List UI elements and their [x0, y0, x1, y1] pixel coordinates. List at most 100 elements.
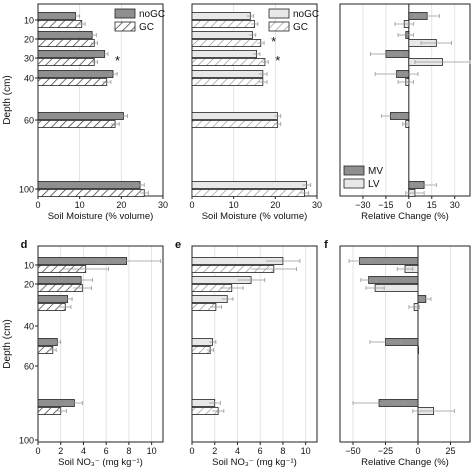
y-tick-label: 100: [19, 436, 34, 446]
y-tick-label: 60: [24, 362, 34, 372]
bar-LV: [417, 346, 419, 354]
panel-b: 0 10 20 30 Soil Moisture (% volume) * * noGC GC: [189, 3, 322, 222]
bar-noGC: [37, 31, 93, 39]
x-tick-label: 15: [427, 200, 437, 210]
y-axis-label: Depth (cm): [2, 319, 13, 368]
x-tick-label: −25: [378, 446, 393, 456]
legend-swatch-LV: [343, 178, 365, 189]
bar-GC: [191, 58, 266, 66]
bar-noGC: [191, 112, 278, 120]
x-tick-label: 0: [189, 446, 194, 456]
panel-label: f: [324, 239, 328, 251]
x-tick-label: 8: [126, 446, 131, 456]
x-tick-label: 0: [35, 200, 40, 210]
x-tick-label: 8: [280, 446, 285, 456]
x-tick-label: 10: [229, 200, 239, 210]
x-axis-label: Soil Moisture (% volume): [202, 211, 308, 222]
x-tick-label: −15: [378, 200, 393, 210]
bar-noGC: [37, 50, 106, 58]
legend-label-GC: GC: [293, 22, 308, 33]
bar-GC: [191, 20, 255, 28]
x-axis-label: Relative Change (%): [361, 457, 449, 468]
legend-swatch-GC: [268, 21, 290, 32]
y-tick-label: 60: [24, 116, 34, 126]
bar-GC: [191, 78, 264, 86]
legend-label-noGC: noGC: [293, 9, 319, 20]
x-tick-label: 25: [445, 446, 455, 456]
bar-noGC: [191, 181, 307, 189]
x-tick-label: 20: [270, 200, 280, 210]
x-tick-label: 2: [58, 446, 63, 456]
x-tick-label: 0: [189, 200, 194, 210]
x-axis-label: Soil NO₃⁻ (mg kg⁻¹): [212, 457, 297, 468]
bar-noGC: [191, 50, 257, 58]
x-tick-label: 2: [212, 446, 217, 456]
y-tick-label: 40: [24, 322, 34, 332]
legend-label-MV: MV: [368, 166, 383, 177]
legend-swatch-noGC: [268, 8, 290, 19]
x-tick-label: −30: [355, 200, 370, 210]
bar-GC: [37, 39, 95, 47]
x-tick-label: 10: [147, 446, 157, 456]
legend-swatch-noGC: [114, 8, 136, 19]
legend-label-noGC: noGC: [139, 9, 165, 20]
panel-label: d: [21, 239, 28, 251]
bar-GC: [37, 120, 116, 128]
x-tick-label: 4: [81, 446, 86, 456]
x-tick-label: 4: [235, 446, 240, 456]
x-tick-label: 6: [258, 446, 263, 456]
bar-GC: [191, 189, 305, 197]
panel-d: 0 2 4 6 8 10 Soil NO₃⁻ (mg kg⁻¹) 10 20 40 60 100 Dep…: [2, 239, 164, 468]
bar-noGC: [37, 70, 114, 78]
significance-asterisk: *: [115, 53, 120, 68]
significance-asterisk: *: [275, 53, 280, 68]
y-tick-label: 10: [24, 261, 34, 271]
x-tick-label: 10: [75, 200, 85, 210]
significance-asterisk: *: [271, 34, 276, 49]
legend-swatch-MV: [343, 165, 365, 176]
bar-noGC: [37, 12, 76, 20]
x-tick-label: 30: [158, 200, 168, 210]
legend-label-LV: LV: [368, 179, 380, 190]
bar-noGC: [37, 181, 141, 189]
y-tick-label: 10: [24, 16, 34, 26]
x-tick-label: −50: [345, 446, 360, 456]
x-tick-label: 30: [450, 200, 460, 210]
x-tick-label: 6: [104, 446, 109, 456]
bar-noGC: [37, 112, 124, 120]
plot-frame: [339, 245, 471, 443]
bar-GC: [37, 20, 83, 28]
x-tick-label: 0: [415, 446, 420, 456]
y-tick-label: 100: [19, 185, 34, 195]
y-tick-label: 30: [24, 54, 34, 64]
bar-GC: [191, 39, 262, 47]
y-tick-label: 20: [24, 280, 34, 290]
y-axis-label: Depth (cm): [2, 75, 13, 124]
x-axis-label: Relative Change (%): [361, 211, 449, 222]
x-tick-label: 0: [35, 446, 40, 456]
bar-GC: [191, 120, 278, 128]
bar-GC: [37, 189, 145, 197]
y-tick-label: 20: [24, 35, 34, 45]
panel-label: e: [175, 239, 181, 251]
bar-GC: [37, 58, 95, 66]
bar-noGC: [191, 70, 264, 78]
bar-noGC: [191, 31, 253, 39]
y-tick-label: 40: [24, 74, 34, 84]
plot-frame: [339, 3, 471, 197]
x-axis-label: Soil NO₃⁻ (mg kg⁻¹): [58, 457, 143, 468]
legend-swatch-GC: [114, 21, 136, 32]
x-axis-label: Soil Moisture (% volume): [48, 211, 154, 222]
x-tick-label: 30: [312, 200, 322, 210]
legend-label-GC: GC: [139, 22, 154, 33]
bar-GC: [37, 78, 108, 86]
x-tick-label: 10: [301, 446, 311, 456]
x-tick-label: 20: [116, 200, 126, 210]
panel-e: 0 2 4 6 8 10 Soil NO₃⁻ (mg kg⁻¹) e: [175, 239, 318, 468]
bar-noGC: [191, 12, 251, 20]
